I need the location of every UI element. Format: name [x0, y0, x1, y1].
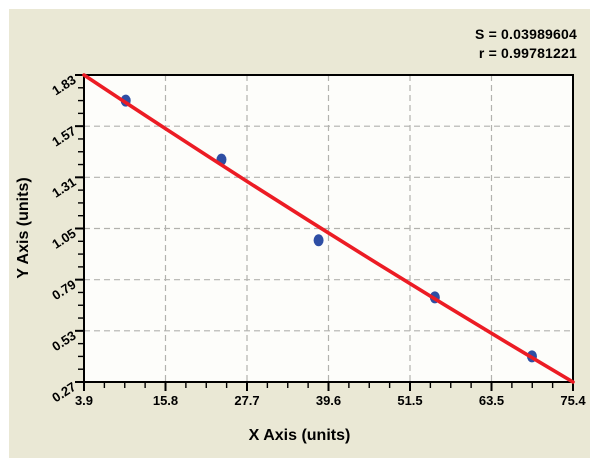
x-tick-label: 75.4: [560, 393, 586, 408]
stat-r-value: r = 0.99781221: [478, 45, 577, 61]
x-axis-title: X Axis (units): [248, 427, 351, 444]
y-tick-label: 1.83: [49, 72, 78, 98]
x-tick-label: 63.5: [479, 393, 504, 408]
data-point: [313, 234, 324, 247]
x-tick-label: 39.6: [316, 393, 341, 408]
y-tick-label: 0.53: [49, 328, 78, 354]
x-tick-label: 51.5: [397, 393, 422, 408]
plot-frame: [83, 74, 574, 383]
y-tick-label: 1.57: [49, 123, 78, 149]
x-tick-label: 27.7: [234, 393, 259, 408]
y-tick-label: 1.31: [49, 174, 78, 200]
fit-statistics: S = 0.03989604 r = 0.99781221: [475, 25, 577, 63]
stat-s-value: S = 0.03989604: [474, 26, 577, 42]
y-axis-title: Y Axis (units): [15, 177, 32, 279]
y-tick-label: 1.05: [49, 225, 78, 251]
x-tick-label: 3.9: [75, 393, 93, 408]
fit-line: [82, 73, 575, 384]
x-tick-label: 15.8: [153, 393, 178, 408]
y-tick-label: 0.79: [49, 277, 78, 303]
